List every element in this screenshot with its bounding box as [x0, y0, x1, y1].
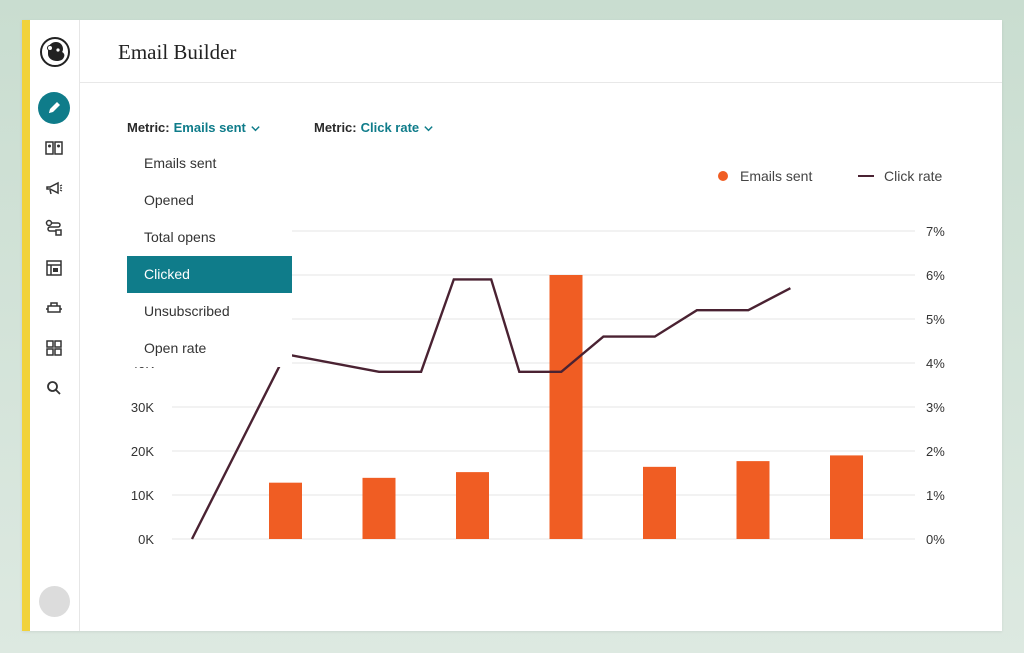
- bar: [643, 466, 676, 539]
- left-axis-tick-label: 20K: [131, 444, 154, 459]
- metric-select-left[interactable]: Metric: Emails sent: [127, 120, 261, 135]
- nav-audience[interactable]: [41, 135, 67, 161]
- legend-swatch-bar: [718, 171, 728, 181]
- series-line: [190, 278, 791, 540]
- metric-label-right: Metric:: [314, 120, 357, 135]
- bar: [456, 472, 489, 539]
- dropdown-option[interactable]: Opened: [144, 192, 194, 208]
- legend-label-click-rate: Click rate: [884, 168, 943, 184]
- metric-dropdown-menu: Emails sent Opened Total opens Clicked U…: [127, 145, 292, 367]
- dropdown-option[interactable]: Unsubscribed: [144, 303, 230, 319]
- dropdown-option-selected[interactable]: Clicked: [127, 256, 292, 293]
- metric-label-left: Metric:: [127, 120, 170, 135]
- nav-edit[interactable]: [38, 92, 70, 124]
- legend-swatch-line: [858, 175, 874, 177]
- legend-label-emails-sent: Emails sent: [740, 168, 813, 184]
- bar: [736, 461, 770, 539]
- metric-value-right: Click rate: [360, 120, 420, 135]
- sidebar: [30, 20, 80, 631]
- mailchimp-logo-icon: [40, 37, 70, 67]
- nav-campaigns[interactable]: [41, 175, 67, 201]
- page-title: Email Builder: [118, 40, 237, 64]
- app-window: Email Builder 0K0%10K1%20K2%30K3%40K4%50…: [22, 20, 1002, 631]
- audience-icon: [45, 141, 63, 155]
- nav-integrations[interactable]: [41, 295, 67, 321]
- nav-apps[interactable]: [41, 335, 67, 361]
- search-icon: [47, 381, 61, 395]
- right-axis-tick-label: 3%: [926, 400, 945, 415]
- page-header: Email Builder: [80, 20, 1002, 83]
- dropdown-option[interactable]: Open rate: [144, 340, 207, 356]
- nav-search[interactable]: [41, 375, 67, 401]
- chevron-down-icon: [251, 126, 260, 132]
- nav-content[interactable]: [41, 255, 67, 281]
- metric-select-right[interactable]: Metric: Click rate: [314, 120, 434, 135]
- metric-value-left: Emails sent: [173, 120, 246, 135]
- bar: [549, 275, 583, 539]
- legend-item-click-rate: Click rate: [858, 168, 942, 184]
- right-axis-tick-label: 0%: [926, 532, 945, 547]
- bar: [830, 455, 863, 539]
- bar: [269, 482, 302, 539]
- integrations-icon: [46, 302, 62, 313]
- left-axis-tick-label: 0K: [138, 532, 154, 547]
- pencil-icon: [49, 102, 60, 113]
- right-axis-tick-label: 4%: [926, 356, 945, 371]
- content-icon: [46, 260, 62, 276]
- right-axis-tick-label: 5%: [926, 312, 945, 327]
- bar: [362, 477, 396, 539]
- user-avatar[interactable]: [39, 586, 70, 617]
- legend-item-emails-sent: Emails sent: [718, 168, 812, 184]
- right-axis-tick-label: 6%: [926, 268, 945, 283]
- dropdown-option[interactable]: Total opens: [144, 229, 216, 245]
- right-axis-tick-label: 7%: [926, 224, 945, 239]
- dropdown-option[interactable]: Emails sent: [144, 155, 217, 171]
- right-axis-tick-label: 2%: [926, 444, 945, 459]
- apps-grid-icon: [46, 340, 62, 356]
- automation-icon: [45, 219, 62, 236]
- left-axis-tick-label: 30K: [131, 400, 154, 415]
- megaphone-icon: [46, 181, 63, 195]
- right-axis-tick-label: 1%: [926, 488, 945, 503]
- nav-automations[interactable]: [41, 215, 67, 241]
- left-axis-tick-label: 10K: [131, 488, 154, 503]
- chevron-down-icon: [424, 126, 433, 132]
